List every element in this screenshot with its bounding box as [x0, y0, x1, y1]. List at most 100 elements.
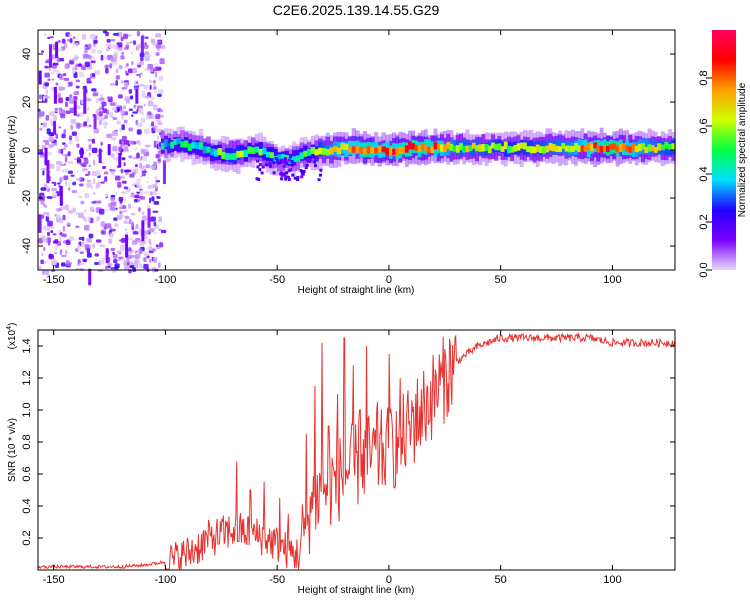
- noise-cell: [54, 239, 59, 244]
- ridge-cell: [548, 142, 553, 151]
- noise-cell: [143, 263, 149, 270]
- noise-cell: [123, 169, 130, 173]
- ridge-cell: [160, 142, 165, 150]
- ridge-smear-cell: [315, 156, 319, 160]
- noise-cell: [40, 187, 47, 191]
- noise-cell: [121, 148, 124, 153]
- noise-cell: [99, 244, 106, 248]
- ridge-cell: [310, 146, 316, 154]
- ridge-cell: [599, 145, 604, 153]
- ridge-cell: [577, 145, 582, 153]
- noise-cell: [110, 201, 117, 207]
- ridge-cell: [251, 147, 256, 154]
- noise-cell: [104, 176, 108, 182]
- noise-streak: [162, 160, 166, 185]
- ridge-cell: [634, 145, 639, 153]
- noise-cell: [65, 168, 69, 174]
- noise-cell: [73, 91, 80, 96]
- noise-cell: [76, 263, 81, 266]
- spectrogram-y-tick-label: -20: [21, 190, 33, 206]
- noise-cell: [61, 254, 67, 257]
- noise-cell: [125, 97, 131, 104]
- noise-cell: [103, 171, 109, 175]
- noise-cell: [78, 195, 83, 199]
- ridge-cell: [292, 156, 297, 163]
- noise-cell: [130, 213, 136, 216]
- ridge-cell: [465, 145, 470, 153]
- ridge-cell: [667, 143, 673, 150]
- noise-cell: [140, 175, 143, 178]
- ridge-smear-cell: [305, 163, 309, 167]
- noise-cell: [129, 41, 133, 44]
- ridge-cell: [526, 146, 530, 153]
- noise-cell: [75, 225, 80, 228]
- noise-cell: [124, 145, 128, 152]
- noise-cell: [125, 44, 130, 49]
- noise-streak: [118, 152, 122, 168]
- noise-cell: [54, 245, 58, 251]
- ridge-smear-cell: [307, 159, 311, 163]
- ridge-cell: [491, 142, 495, 149]
- ridge-smear-cell: [280, 177, 284, 181]
- ridge-cell: [306, 148, 312, 156]
- noise-cell: [136, 44, 140, 51]
- ridge-smear-cell: [284, 159, 288, 163]
- snr-y-tick-label: 0.6: [21, 466, 33, 481]
- noise-cell: [155, 244, 159, 248]
- ridge-cell: [564, 145, 569, 152]
- ridge-cell: [439, 144, 444, 152]
- ridge-smear-cell: [293, 176, 297, 180]
- noise-cell: [93, 40, 98, 44]
- noise-cell: [140, 72, 143, 75]
- ridge-cell: [574, 143, 578, 151]
- noise-cell: [86, 98, 92, 102]
- ridge-smear-cell: [258, 163, 262, 167]
- noise-cell: [148, 228, 155, 233]
- noise-cell: [115, 207, 118, 210]
- noise-cell: [57, 40, 61, 43]
- ridge-smear-cell: [280, 158, 284, 162]
- noise-cell: [152, 190, 158, 196]
- ridge-cell: [481, 144, 486, 152]
- colorbar-ticks: 0.0 0.2 0.4 0.6 0.8: [698, 70, 712, 278]
- noise-cell: [151, 115, 156, 119]
- noise-cell: [153, 86, 157, 90]
- noise-cell: [109, 63, 112, 69]
- noise-cell: [132, 111, 139, 114]
- ridge-cell: [344, 144, 349, 150]
- noise-cell: [136, 191, 141, 194]
- ridge-cell: [465, 139, 470, 152]
- ridge-cell: [408, 142, 412, 150]
- noise-streak: [46, 160, 50, 184]
- noise-cell: [125, 63, 129, 67]
- noise-cell: [89, 124, 92, 127]
- noise-cell: [138, 75, 141, 79]
- noise-cell: [71, 131, 77, 136]
- noise-cell: [49, 118, 52, 123]
- ridge-cell: [314, 149, 319, 156]
- noise-cell: [157, 121, 163, 126]
- noise-cell: [137, 83, 144, 87]
- ridge-smear-cell: [287, 169, 291, 173]
- noise-cell: [43, 246, 46, 252]
- ridge-cell: [427, 139, 432, 152]
- noise-cell: [154, 62, 159, 66]
- noise-cell: [68, 161, 74, 164]
- noise-cell: [84, 193, 90, 198]
- noise-cell: [64, 204, 69, 211]
- noise-cell: [154, 176, 158, 181]
- noise-cell: [140, 57, 144, 62]
- noise-cell: [100, 54, 104, 61]
- ridge-cell: [653, 147, 658, 153]
- ridge-smear-cell: [284, 171, 288, 175]
- noise-cell: [62, 147, 67, 150]
- noise-cell: [78, 183, 84, 187]
- ridge-cell: [187, 143, 193, 151]
- noise-cell: [157, 158, 161, 162]
- noise-cell: [43, 211, 49, 215]
- snr-y-tick-label: 1.4: [21, 338, 33, 353]
- snr-x-axis-label: Height of straight line (km): [298, 585, 415, 596]
- noise-cell: [146, 146, 149, 152]
- noise-cell: [119, 199, 123, 205]
- ridge-smear-cell: [300, 170, 304, 174]
